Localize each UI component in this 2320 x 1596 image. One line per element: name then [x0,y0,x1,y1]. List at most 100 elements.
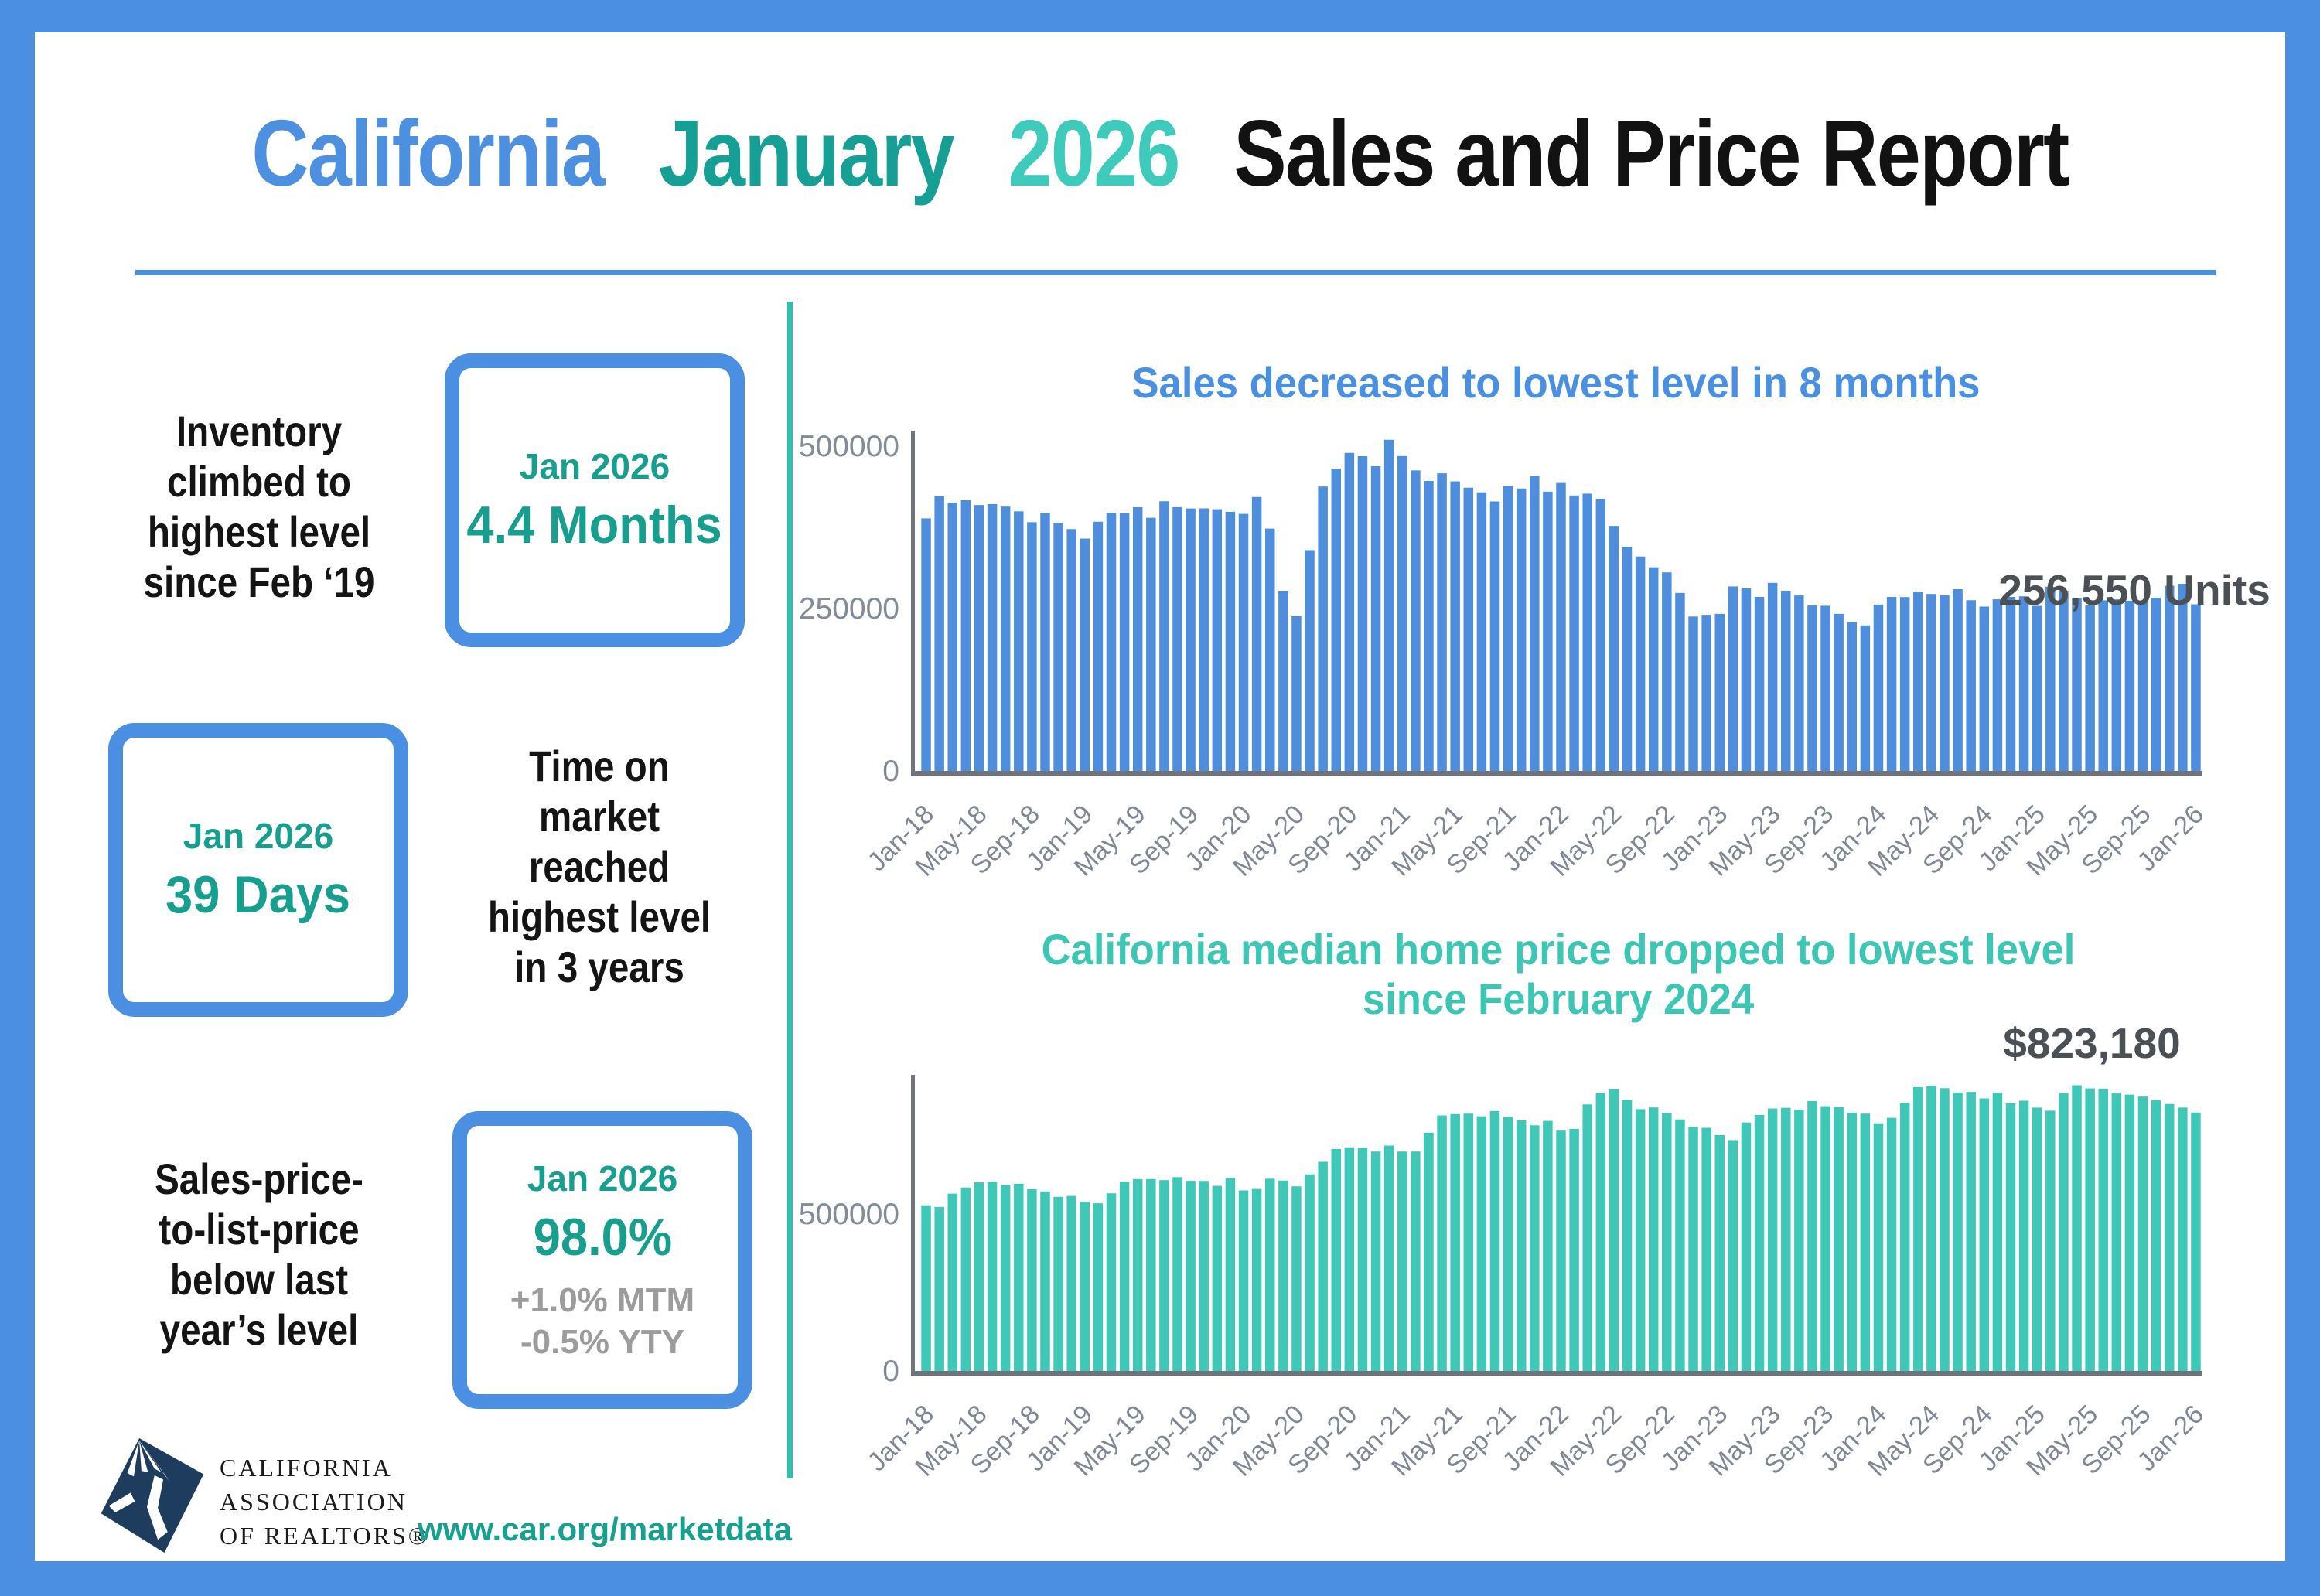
bar-Oct-24 [1992,1093,2003,1371]
bar-Oct-20 [1357,1148,1368,1371]
bar-Sep-18 [1027,1188,1037,1371]
bar-Jan-21 [1397,455,1407,771]
bar-May-24 [1926,594,1936,771]
bar-Aug-19 [1172,506,1182,771]
marketdata-url-link[interactable]: www.car.org/marketdata [418,1511,792,1547]
bar-Jun-24 [1940,595,1950,771]
bar-Jan-19 [1080,538,1090,771]
bar-Jul-23 [1794,595,1804,771]
bar-Apr-23 [1754,1114,1765,1371]
bar-Mar-22 [1582,493,1592,771]
bar-Jun-19 [1146,517,1156,771]
bar-Jan-19 [1080,1202,1090,1371]
bar-Sep-24 [1979,606,1990,771]
bar-Aug-22 [1648,1107,1659,1371]
bar-Feb-18 [934,496,944,771]
bar-Sep-18 [1027,522,1037,771]
bar-Jun-22 [1622,547,1633,771]
bar-Mar-24 [1899,1103,1910,1371]
bar-Dec-22 [1701,1127,1711,1371]
bar-Nov-24 [2005,597,2016,771]
bar-Oct-22 [1675,1119,1685,1371]
price-chart-title: California median home price dropped to … [1041,925,2076,1023]
bar-Mar-23 [1741,588,1752,771]
bar-Jun-21 [1463,1113,1474,1371]
bar-Jun-24 [1940,1088,1950,1371]
bar-Dec-19 [1225,1178,1236,1371]
price-bar-chart: 0500000Jan-18May-18Sep-18Jan-19May-19Sep… [799,1019,2209,1482]
bar-Mar-24 [1899,597,1910,771]
page-title-year: 2026 [1008,101,1180,206]
bar-Apr-25 [2072,598,2082,771]
bar-Sep-23 [1820,605,1830,771]
bar-Nov-20 [1370,1151,1381,1371]
bar-Oct-20 [1357,456,1368,771]
inventory-period: Jan 2026 [519,446,670,486]
bar-May-18 [974,505,984,771]
bar-Mar-25 [2059,1093,2069,1371]
bar-Jul-19 [1159,1180,1169,1371]
bar-Mar-25 [2059,590,2069,771]
inventory-stat-box: Jan 2026 4.4 Months [445,353,745,647]
bar-Oct-21 [1516,488,1527,771]
bar-Dec-25 [2178,1107,2188,1371]
bar-May-20 [1291,616,1302,771]
bar-Feb-25 [2045,586,2056,771]
bar-Jun-18 [987,1182,998,1371]
bar-May-19 [1132,1178,1143,1371]
bar-Dec-18 [1066,529,1076,771]
bar-Jun-20 [1305,550,1315,771]
y-tick-label: 250000 [799,592,899,626]
bar-Aug-20 [1331,469,1341,771]
bar-Sep-25 [2137,1096,2148,1371]
bar-Apr-21 [1437,473,1447,771]
bar-Dec-18 [1066,1195,1076,1371]
sale-to-list-period: Jan 2026 [527,1158,678,1199]
bar-May-18 [974,1182,984,1371]
bar-Dec-25 [2178,584,2188,771]
y-tick-label: 0 [882,1355,899,1388]
bar-Aug-21 [1489,501,1500,771]
title-underline-rule [135,270,2216,275]
bar-Jul-24 [1953,1093,1963,1371]
bar-Jul-19 [1159,501,1169,771]
car-wordmark: CALIFORNIA ASSOCIATION OF REALTORS® [220,1454,430,1550]
bar-Nov-21 [1530,1125,1540,1371]
bar-Oct-25 [2151,1100,2161,1371]
bar-Oct-18 [1040,1191,1050,1371]
bar-Jan-26 [2191,604,2201,771]
bar-Jan-22 [1556,1130,1566,1371]
y-tick-label: 0 [882,755,899,788]
bar-Jan-22 [1556,482,1566,771]
bar-Oct-21 [1516,1120,1527,1371]
bar-Dec-21 [1543,1120,1553,1371]
bar-Aug-21 [1489,1110,1500,1371]
bar-Sep-21 [1503,1117,1513,1371]
bar-May-21 [1450,481,1460,771]
y-axis-spine [911,1075,915,1371]
bar-Mar-21 [1424,481,1434,771]
bar-Jun-22 [1622,1100,1633,1371]
bar-Jul-20 [1318,486,1328,771]
bar-Jul-18 [1000,506,1011,771]
bar-Feb-21 [1411,470,1421,771]
sales-chart-title: Sales decreased to lowest level in 8 mon… [1131,358,1981,407]
bar-May-21 [1450,1113,1460,1371]
bar-Nov-18 [1053,1196,1063,1371]
bar-Feb-22 [1569,495,1579,771]
bar-Feb-23 [1728,1140,1738,1371]
bar-Nov-18 [1053,523,1063,771]
bar-Jun-23 [1781,1107,1791,1371]
bar-Apr-19 [1119,1182,1130,1371]
bar-Oct-25 [2151,598,2161,771]
bar-Jan-24 [1873,1123,1884,1371]
bar-Nov-24 [2005,1103,2016,1371]
sale-to-list-change: +1.0% MTM -0.5% YTY [510,1280,694,1363]
bar-Nov-19 [1212,509,1223,771]
bar-Feb-20 [1251,496,1262,771]
bar-Apr-20 [1278,1180,1288,1371]
bar-Jan-25 [2032,605,2042,771]
bar-Apr-23 [1754,596,1765,771]
bar-Jul-25 [2111,1093,2122,1371]
bar-Dec-21 [1543,491,1553,771]
